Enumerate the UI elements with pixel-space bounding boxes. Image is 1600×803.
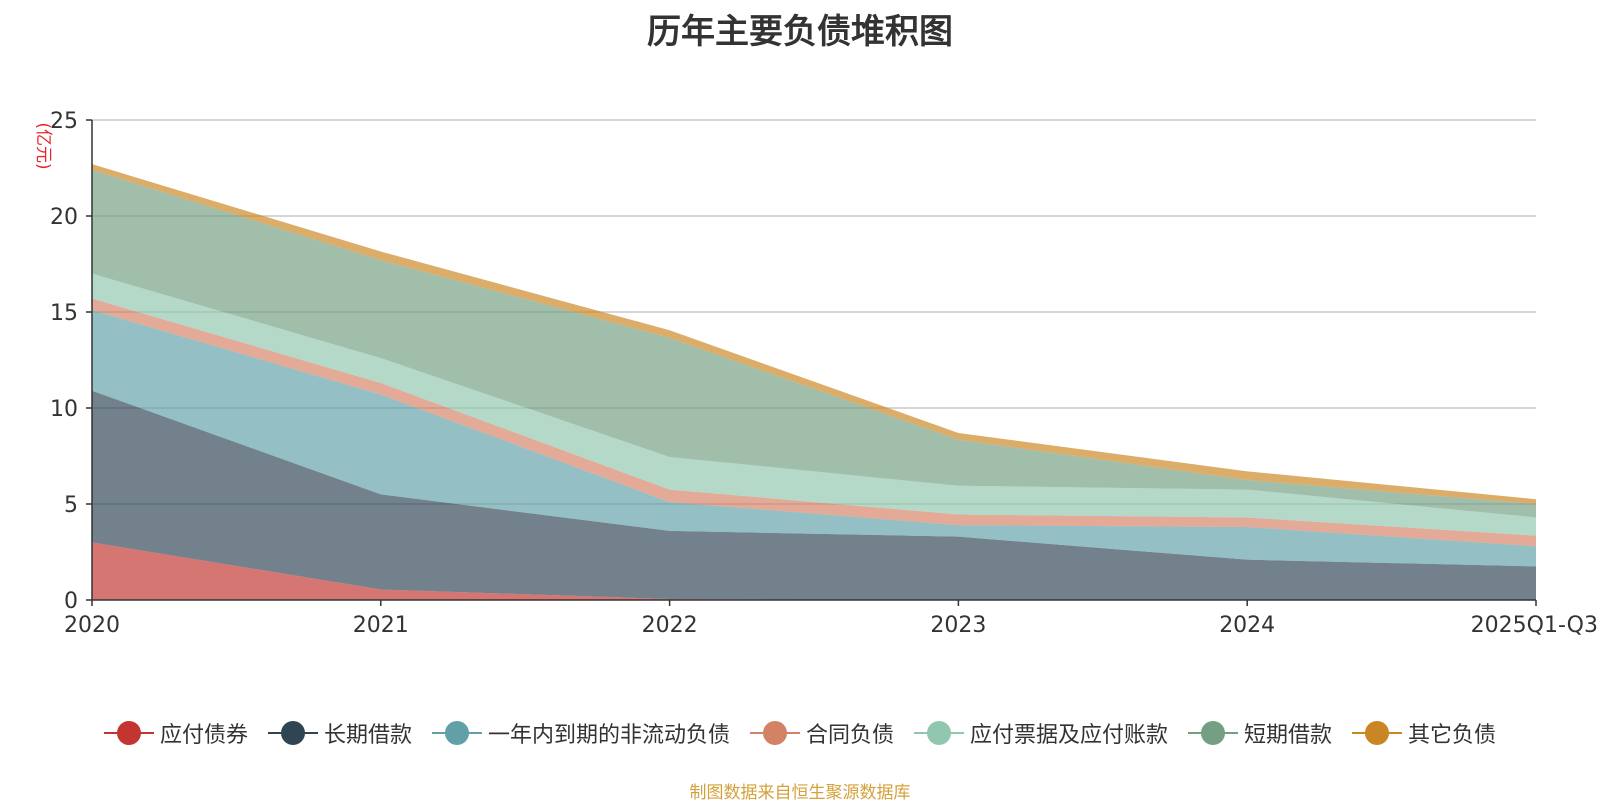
area-series-6 (92, 169, 1536, 518)
y-tick-label: 5 (64, 493, 78, 518)
legend-dot (444, 721, 469, 745)
legend-dot (1365, 721, 1390, 745)
legend-item[interactable]: 一年内到期的非流动负债 (431, 717, 730, 749)
area-series-5 (92, 273, 1536, 536)
x-tick-label: 2024 (1219, 613, 1275, 638)
y-tick-label: 0 (64, 589, 78, 614)
x-tick-label: 2021 (353, 613, 409, 638)
legend-item[interactable]: 长期借款 (267, 717, 412, 749)
x-tick-label: 2020 (64, 613, 120, 638)
legend-label: 应付票据及应付账款 (970, 723, 1169, 748)
x-tick-label: 2025Q1-Q3 (1471, 613, 1598, 638)
legend-marker-icon (914, 719, 964, 747)
y-tick-label: 15 (50, 301, 78, 326)
y-tick-label: 10 (50, 397, 78, 422)
legend-dot (280, 721, 305, 745)
legend-marker-icon (431, 719, 482, 747)
legend-dot (116, 721, 141, 745)
legend-marker-icon (267, 719, 318, 747)
x-tick-label: 2022 (642, 613, 698, 638)
legend-dot (927, 721, 951, 745)
legend-label: 一年内到期的非流动负债 (487, 723, 730, 748)
x-tick-label: 2023 (930, 613, 986, 638)
legend-label: 合同负债 (805, 723, 894, 748)
legend-item[interactable]: 应付债券 (103, 717, 248, 749)
area-series-3 (92, 310, 1536, 567)
data-source-note: 制图数据来自恒生聚源数据库 (689, 783, 911, 803)
legend-label: 短期借款 (1244, 723, 1333, 748)
legend-marker-icon (1352, 719, 1403, 747)
y-tick-label: 25 (50, 109, 78, 134)
area-series-2 (92, 390, 1536, 600)
legend-label: 其它负债 (1408, 723, 1497, 748)
legend-dot (1201, 721, 1226, 745)
legend: 应付债券 长期借款 一年内到期的非流动负债 合同负债 应付票据及应付账款 短期借款 其它负债 (0, 716, 1600, 750)
y-tick-label: 20 (50, 205, 78, 230)
area-series-1 (92, 542, 1536, 600)
y-axis-unit-label: (亿元) (33, 122, 53, 169)
legend-marker-icon (749, 719, 800, 747)
legend-item[interactable]: 应付票据及应付账款 (914, 717, 1168, 749)
chart-title: 历年主要负债堆积图 (647, 12, 953, 52)
legend-item[interactable]: 其它负债 (1352, 717, 1496, 749)
legend-item[interactable]: 短期借款 (1188, 717, 1332, 749)
legend-marker-icon (103, 719, 154, 747)
legend-marker-icon (1188, 719, 1239, 747)
legend-item[interactable]: 合同负债 (749, 717, 894, 749)
legend-dot (762, 721, 787, 745)
legend-label: 应付债券 (159, 723, 248, 748)
legend-label: 长期借款 (323, 723, 412, 748)
